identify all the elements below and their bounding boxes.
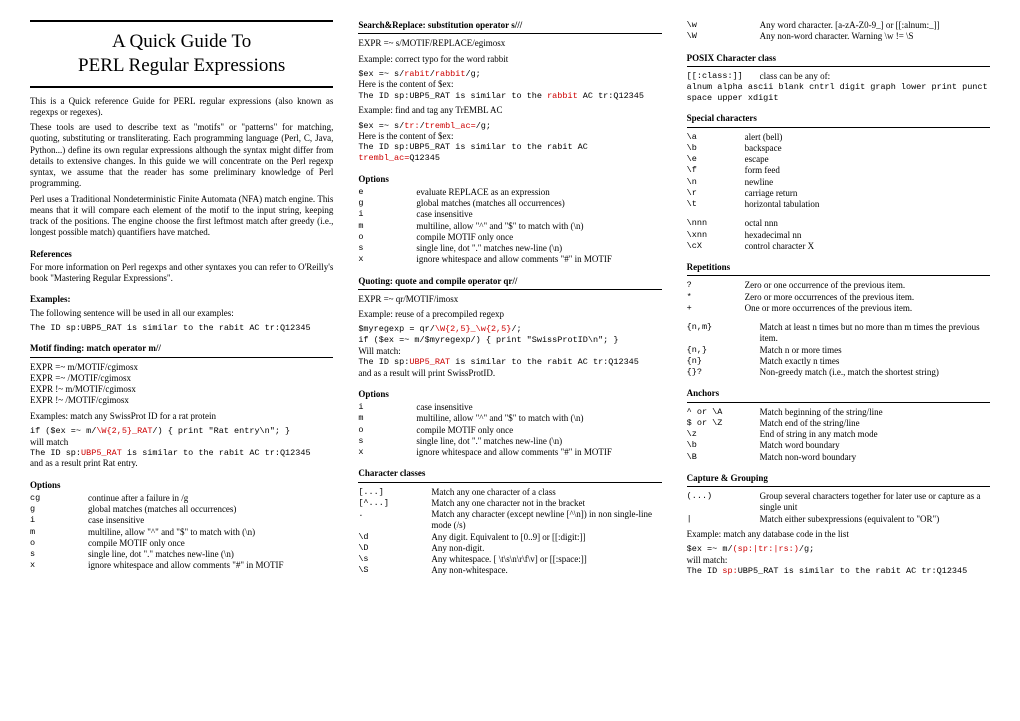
quoting-ex-text2: and as a result will print SwissProtID. [358,368,661,379]
motif-l1: EXPR =~ m/MOTIF/cgimosx [30,362,333,373]
special-opts-b: \nnnoctal nnn\xnnhexadecimal nn\cXcontro… [687,218,990,252]
capture-opts: (...)Group several characters together f… [687,491,990,525]
examples-head: Examples: [30,294,333,305]
motif-opts-head: Options [30,480,333,491]
motif-l3: EXPR !~ m/MOTIF/cgimosx [30,384,333,395]
title-line1: A Quick Guide To [30,30,333,54]
repetitions-head: Repetitions [687,262,990,273]
capture-ex-res: The ID sp:UBP5_RAT is similar to the rab… [687,566,990,577]
search-ex2-code: $ex =~ s/tr:/trembl_ac=/g; [358,121,661,132]
anchors-opts: ^ or \AMatch beginning of the string/lin… [687,407,990,463]
repetitions-opts-b: {n,m}Match at least n times but no more … [687,322,990,378]
title-line2: PERL Regular Expressions [30,54,333,78]
anchors-head: Anchors [687,388,990,399]
quoting-ex-text1: Will match: [358,346,661,357]
search-ex2-intro: Example: find and tag any TrEMBL AC [358,105,661,116]
motif-l2: EXPR =~ /MOTIF/cgimosx [30,373,333,384]
special-opts-a: \aalert (bell)\bbackspace\eescape\fform … [687,132,990,211]
quoting-opts-head: Options [358,389,661,400]
charclass-head: Character classes [358,468,661,479]
title-box: A Quick Guide To PERL Regular Expression… [30,20,333,88]
special-head: Special characters [687,113,990,124]
motif-rule [30,357,333,358]
motif-head: Motif finding: match operator m// [30,343,333,354]
intro-p1: This is a Quick reference Guide for PERL… [30,96,333,119]
quoting-head: Quoting: quote and compile operator qr// [358,276,661,287]
search-opts: eevaluate REPLACE as an expressionggloba… [358,187,661,266]
examples-text: The following sentence will be used in a… [30,308,333,319]
motif-ex-text2: and as a result print Rat entry. [30,458,333,469]
repetitions-rule [687,275,990,276]
capture-ex-intro: Example: match any database code in the … [687,529,990,540]
search-ex2-text: Here is the content of $ex: [358,131,661,142]
references-head: References [30,249,333,260]
posix-line1: [[:class:]]class can be any of: [687,71,990,82]
charclass-rule [358,482,661,483]
search-ex1-res: The ID sp:UBP5_RAT is similar to the rab… [358,91,661,102]
search-rule [358,33,661,34]
intro-p2: These tools are used to describe text as… [30,122,333,190]
anchors-rule [687,402,990,403]
motif-ex-code2: The ID sp:UBP5_RAT is similar to the rab… [30,448,333,459]
repetitions-opts-a: ?Zero or one occurrence of the previous … [687,280,990,314]
quoting-ex-code1: $myregexp = qr/\W{2,5}_\w{2,5}/; [358,324,661,335]
capture-ex-text: will match: [687,555,990,566]
posix-line2: alnum alpha ascii blank cntrl digit grap… [687,82,990,103]
examples-code: The ID sp:UBP5_RAT is similar to the rab… [30,323,333,334]
posix-head: POSIX Character class [687,53,990,64]
motif-ex-code1: if ($ex =~ m/\W{2,5}_RAT/) { print "Rat … [30,426,333,437]
search-ex1-code: $ex =~ s/rabit/rabbit/g; [358,69,661,80]
motif-ex-text1: will match [30,437,333,448]
motif-opts: cgcontinue after a failure in /ggglobal … [30,493,333,572]
search-ex2-res: The ID sp:UBP5_RAT is similar to the rab… [358,142,661,163]
quoting-ex-intro: Example: reuse of a precompiled regexp [358,309,661,320]
search-ex1-text: Here is the content of $ex: [358,79,661,90]
posix-rule [687,66,990,67]
search-l1: EXPR =~ s/MOTIF/REPLACE/egimosx [358,38,661,49]
quoting-l1: EXPR =~ qr/MOTIF/imosx [358,294,661,305]
search-head: Search&Replace: substitution operator s/… [358,20,661,31]
motif-l4: EXPR !~ /MOTIF/cgimosx [30,395,333,406]
references-text: For more information on Perl regexps and… [30,262,333,285]
quoting-rule [358,289,661,290]
quoting-ex-code2: if ($ex =~ m/$myregexp/) { print "SwissP… [358,335,661,346]
special-rule [687,127,990,128]
capture-ex-code: $ex =~ m/(sp:|tr:|rs:)/g; [687,544,990,555]
search-opts-head: Options [358,174,661,185]
quoting-ex-res: The ID sp:UBP5_RAT is similar to the rab… [358,357,661,368]
doc-columns: A Quick Guide To PERL Regular Expression… [30,20,990,578]
intro-p3: Perl uses a Traditional Nondeterministic… [30,194,333,239]
capture-head: Capture & Grouping [687,473,990,484]
search-ex1-intro: Example: correct typo for the word rabbi… [358,54,661,65]
quoting-opts: icase insensitivemmultiline, allow "^" a… [358,402,661,458]
motif-ex-intro: Examples: match any SwissProt ID for a r… [30,411,333,422]
capture-rule [687,486,990,487]
